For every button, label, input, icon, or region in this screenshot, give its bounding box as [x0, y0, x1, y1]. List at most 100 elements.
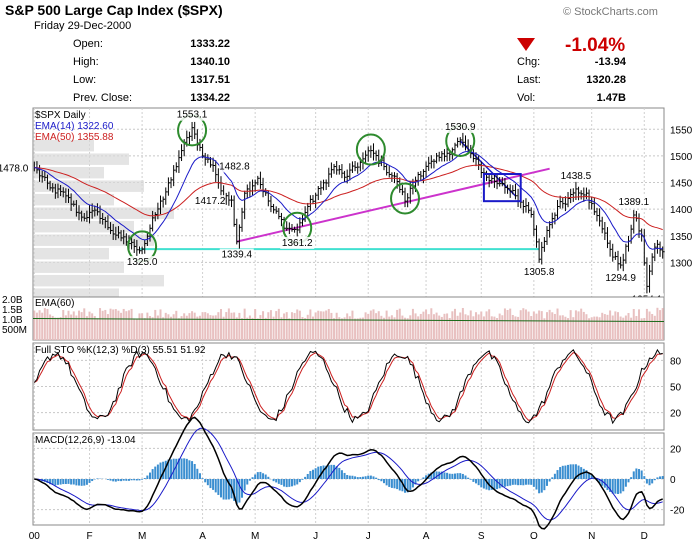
volume-bar	[120, 313, 122, 340]
volume-bar	[125, 311, 127, 340]
volume-bar	[638, 309, 640, 340]
macd-histogram-bar	[659, 476, 661, 479]
volume-bar	[320, 311, 322, 340]
macd-histogram-bar	[157, 465, 159, 479]
volume-bar	[601, 313, 603, 340]
macd-histogram-bar	[394, 479, 396, 488]
volume-bar	[491, 316, 493, 340]
stat-label: Chg:	[517, 56, 540, 68]
volume-bar	[307, 315, 309, 340]
volume-bar	[52, 316, 54, 340]
volume-bar	[454, 309, 456, 340]
macd-histogram-bar	[567, 465, 569, 479]
volume-bar	[659, 310, 661, 340]
macd-histogram-bar	[633, 471, 635, 479]
volume-bar	[541, 311, 543, 340]
volume-bar	[102, 311, 104, 340]
volume-bar	[220, 309, 222, 340]
macd-histogram-bar	[583, 469, 585, 479]
macd-histogram-bar	[362, 477, 364, 479]
x-tick-label: J	[366, 531, 371, 542]
volume-bar	[570, 310, 572, 340]
volume-bar	[149, 316, 151, 340]
volume-bar	[270, 310, 272, 340]
volume-bar	[609, 310, 611, 340]
stat-value: 1317.51	[190, 74, 230, 86]
macd-histogram-bar	[378, 479, 380, 480]
volume-bar	[231, 313, 233, 340]
volume-bar	[33, 311, 35, 340]
volume-bar	[359, 318, 361, 340]
volume-bar	[493, 317, 495, 340]
volume-bar	[365, 312, 367, 340]
macd-histogram-bar	[388, 479, 390, 487]
volume-bar	[89, 312, 91, 340]
volume-bar	[36, 313, 38, 340]
macd-histogram-bar	[656, 477, 658, 479]
volume-bar	[464, 314, 466, 340]
volume-bar	[357, 318, 359, 340]
volume-bar	[278, 309, 280, 340]
macd-histogram-bar	[136, 479, 138, 480]
stat-value: 1333.22	[190, 38, 230, 50]
volume-bar	[459, 312, 461, 340]
volume-bar	[167, 314, 169, 340]
macd-histogram-bar	[199, 473, 201, 479]
macd-histogram-bar	[275, 479, 277, 482]
macd-histogram-bar	[125, 479, 127, 481]
volume-bar	[280, 317, 282, 340]
volume-bar	[41, 313, 43, 340]
volume-bar	[225, 312, 227, 340]
volume-bar	[604, 314, 606, 340]
macd-histogram-bar	[354, 476, 356, 479]
macd-histogram-bar	[259, 472, 261, 479]
volume-bar	[620, 317, 622, 340]
macd-histogram-bar	[291, 479, 293, 486]
volume-bar	[625, 316, 627, 340]
volume-bar	[599, 317, 601, 340]
x-tick-label: F	[86, 531, 92, 542]
macd-histogram-bar	[186, 459, 188, 479]
y-tick-label: 1550	[670, 125, 693, 136]
volume-bar	[509, 309, 511, 340]
macd-histogram-bar	[286, 479, 288, 487]
volume-bar	[341, 318, 343, 340]
macd-histogram-bar	[333, 465, 335, 479]
volume-bar	[115, 309, 117, 340]
volume-bar	[191, 311, 193, 340]
volume-bar	[104, 310, 106, 340]
macd-histogram-bar	[470, 479, 472, 480]
volume-bar	[654, 316, 656, 340]
macd-histogram-bar	[152, 469, 154, 479]
volume-bar	[533, 311, 535, 340]
volume-bar	[60, 317, 62, 340]
volume-bar	[275, 311, 277, 340]
macd-histogram-bar	[296, 479, 298, 484]
volume-bar	[154, 310, 156, 340]
macd-histogram-bar	[370, 476, 372, 479]
volume-bar	[617, 312, 619, 340]
volume-bar	[67, 311, 69, 340]
volume-bar	[91, 313, 93, 340]
stat-label: Prev. Close:	[73, 92, 132, 104]
volume-bar	[99, 308, 101, 340]
volume-bar	[128, 310, 130, 340]
volume-bar	[522, 308, 524, 340]
macd-histogram-bar	[451, 474, 453, 479]
volume-bar	[646, 309, 648, 340]
macd-histogram-bar	[535, 479, 537, 490]
volume-bar	[596, 317, 598, 340]
volume-bar	[188, 313, 190, 340]
macd-histogram-bar	[175, 459, 177, 479]
volume-bar	[443, 314, 445, 340]
volume-bar	[475, 312, 477, 340]
volume-bar	[338, 317, 340, 340]
volume-bar	[407, 318, 409, 340]
volume-bar	[346, 313, 348, 340]
macd-histogram-bar	[549, 479, 551, 482]
volume-bar	[457, 316, 459, 340]
macd-histogram-bar	[570, 464, 572, 479]
